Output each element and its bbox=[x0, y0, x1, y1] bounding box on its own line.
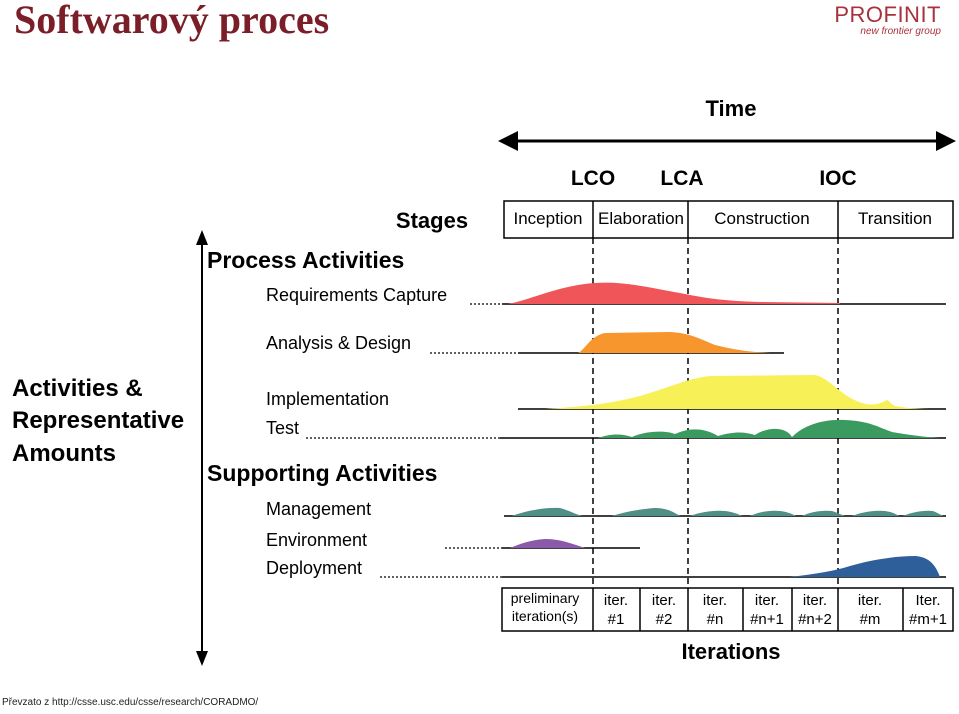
iteration-1-line1: iter. bbox=[604, 592, 628, 609]
management-workload-curve bbox=[750, 510, 796, 516]
amount-arrow-up-head bbox=[196, 230, 208, 245]
iteration-n1-line2: #n+1 bbox=[750, 611, 784, 628]
activity-analysis-label: Analysis & Design bbox=[266, 333, 411, 353]
iteration-n2-line1: iter. bbox=[803, 592, 827, 609]
phase-construction: Construction bbox=[714, 209, 809, 228]
management-workload-curve bbox=[512, 507, 582, 516]
phase-header-box bbox=[503, 200, 954, 239]
iterations-label: Iterations bbox=[681, 639, 780, 664]
activity-test-label: Test bbox=[266, 418, 299, 438]
phase-inception: Inception bbox=[514, 209, 583, 228]
milestone-lca: LCA bbox=[660, 167, 703, 190]
iteration-2-line1: iter. bbox=[652, 592, 676, 609]
supporting-activities-header: Supporting Activities bbox=[207, 460, 437, 486]
iteration-m-line1: iter. bbox=[858, 592, 882, 609]
milestone-lco: LCO bbox=[571, 167, 615, 190]
iteration-2-line2: #2 bbox=[656, 611, 673, 628]
management-workload-curve bbox=[690, 510, 742, 516]
environment-workload-curve bbox=[510, 539, 585, 548]
time-arrow-right-head bbox=[936, 131, 956, 151]
left-label-line-2: Representative bbox=[12, 407, 184, 434]
management-workload-curve bbox=[802, 510, 845, 516]
activity-management-label: Management bbox=[266, 499, 371, 519]
activity-deployment-label: Deployment bbox=[266, 558, 362, 578]
iteration-m-line2: #m bbox=[860, 611, 881, 628]
iteration-n-line2: #n bbox=[707, 611, 724, 628]
source-footer: Převzato z http://csse.usc.edu/csse/rese… bbox=[2, 697, 259, 708]
phase-elaboration: Elaboration bbox=[598, 209, 684, 228]
iteration-n-line1: iter. bbox=[703, 592, 727, 609]
process-activities-header: Process Activities bbox=[207, 247, 404, 273]
management-workload-curve bbox=[903, 510, 943, 516]
management-workload-curve bbox=[612, 508, 680, 516]
slide-title: Softwarový proces bbox=[14, 0, 330, 42]
amount-arrow-down-head bbox=[196, 651, 208, 666]
activity-environment-label: Environment bbox=[266, 530, 367, 550]
phase-transition: Transition bbox=[858, 209, 932, 228]
iteration-m1-line1: Iter. bbox=[915, 592, 940, 609]
activity-implementation-label: Implementation bbox=[266, 389, 389, 409]
test-workload-curve bbox=[598, 419, 940, 438]
management-workload-curve bbox=[852, 510, 899, 516]
iteration-1-line2: #1 bbox=[608, 611, 625, 628]
iteration-preliminary-line2: iteration(s) bbox=[512, 608, 578, 624]
milestone-ioc: IOC bbox=[819, 167, 856, 190]
deployment-workload-curve bbox=[790, 556, 940, 577]
iterations-box bbox=[501, 587, 954, 632]
left-label-line-3: Amounts bbox=[12, 440, 116, 467]
stages-label: Stages bbox=[396, 208, 468, 233]
time-label: Time bbox=[706, 96, 757, 121]
iteration-n2-line2: #n+2 bbox=[798, 611, 832, 628]
iteration-n1-line1: iter. bbox=[755, 592, 779, 609]
analysis-workload-curve bbox=[578, 332, 770, 353]
iteration-preliminary-line1: preliminary bbox=[511, 590, 579, 606]
logo-tagline: new frontier group bbox=[860, 26, 941, 37]
requirements-workload-curve bbox=[508, 282, 840, 304]
time-arrow-left-head bbox=[498, 131, 518, 151]
implementation-workload-curve bbox=[545, 375, 935, 409]
iteration-m1-line2: #m+1 bbox=[909, 611, 947, 628]
activity-requirements-label: Requirements Capture bbox=[266, 285, 447, 305]
left-label-line-1: Activities & bbox=[12, 375, 143, 402]
profinit-logo: PROFINIT new frontier group bbox=[834, 2, 941, 38]
logo-wordmark: PROFINIT bbox=[834, 2, 941, 27]
